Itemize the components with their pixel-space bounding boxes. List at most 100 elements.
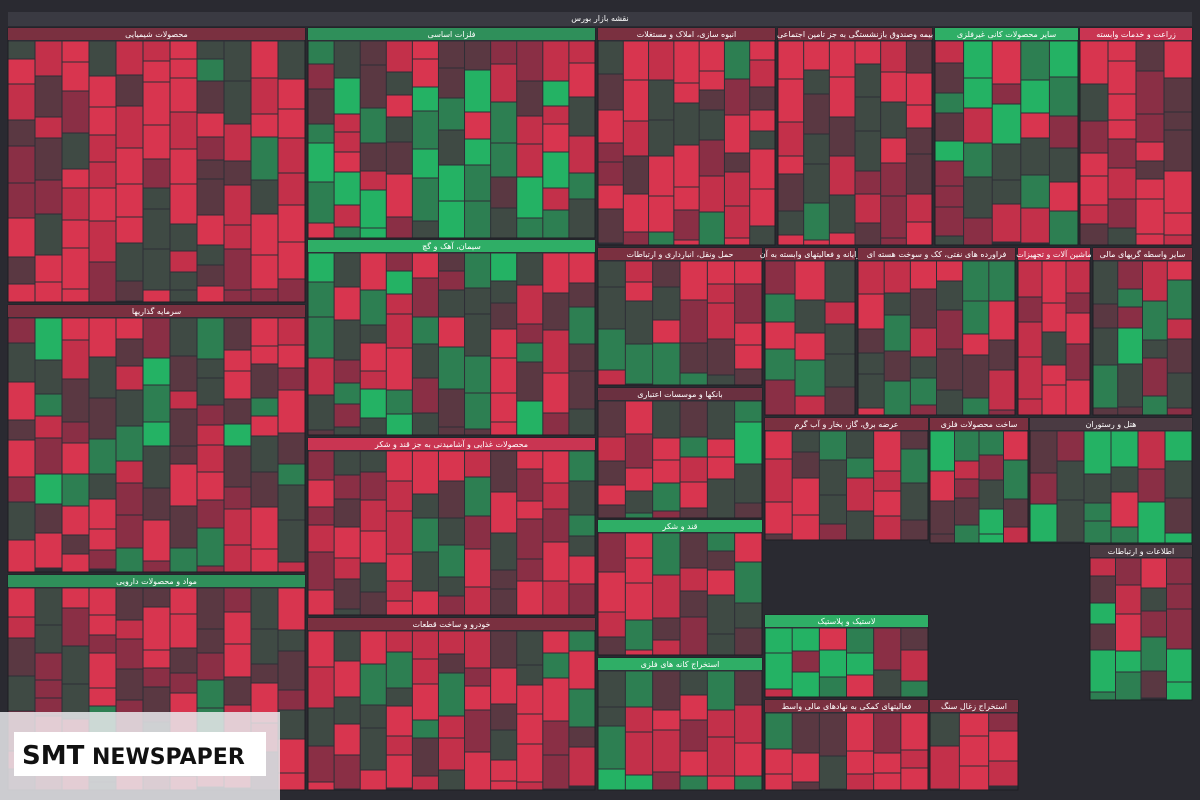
stock-tile	[735, 503, 762, 518]
stock-tile	[116, 515, 143, 548]
stock-tile	[278, 651, 305, 690]
sector-frame	[764, 699, 929, 791]
stock-tile	[1167, 558, 1192, 584]
stock-tile	[1030, 431, 1057, 473]
stock-tile	[625, 533, 653, 558]
stock-tile	[778, 174, 804, 211]
stock-tile	[979, 455, 1003, 480]
stock-tile	[412, 278, 438, 317]
stock-tile	[625, 650, 653, 655]
stock-tile	[197, 680, 224, 708]
stock-tile	[308, 552, 334, 590]
sector-name: استخراج زغال سنگ	[941, 701, 1007, 711]
stock-tile	[1049, 148, 1078, 182]
stock-tile	[653, 671, 680, 710]
stock-tile	[224, 161, 251, 185]
stock-tile	[906, 154, 932, 194]
stock-tile	[778, 235, 804, 245]
stock-tile	[170, 506, 197, 548]
stock-tile	[649, 120, 674, 156]
stock-tile	[1141, 637, 1166, 671]
stock-tile	[724, 206, 750, 238]
stock-tile	[8, 382, 35, 420]
stock-tile	[992, 144, 1021, 180]
stock-tile	[465, 686, 491, 710]
sector: زراعت و خدمات وابسته	[1079, 27, 1193, 246]
stock-tile	[598, 707, 625, 726]
stock-tile	[116, 148, 143, 184]
stock-tile	[170, 464, 197, 506]
stock-tile	[251, 78, 278, 114]
stock-tile	[62, 506, 89, 535]
sector: استخراج کانه های فلزی	[597, 657, 763, 791]
stock-tile	[750, 189, 775, 226]
stock-tile	[699, 71, 724, 90]
sector-header	[8, 28, 305, 40]
stock-tile	[1167, 339, 1192, 373]
stock-tile	[881, 196, 906, 238]
stock-tile	[735, 776, 762, 790]
stock-tile	[804, 240, 829, 245]
stock-tile	[386, 631, 412, 652]
stock-tile	[959, 766, 989, 790]
stock-tile	[598, 110, 623, 143]
sector-frame	[597, 247, 763, 386]
title-bar	[8, 12, 1192, 26]
stock-tile	[278, 279, 305, 302]
stock-tile	[35, 318, 62, 360]
stock-tile	[680, 437, 707, 457]
stock-tile	[735, 284, 762, 323]
stock-tile	[89, 221, 116, 262]
map-title: نقشه بازار بورس	[571, 14, 628, 23]
stock-tile	[1118, 261, 1142, 289]
stock-tile	[543, 124, 569, 152]
stock-tile	[598, 485, 625, 505]
stock-tile	[412, 111, 438, 149]
stock-tile	[1143, 358, 1167, 396]
stock-tile	[819, 756, 846, 789]
stock-tile	[623, 121, 649, 156]
stock-tile	[901, 650, 928, 681]
stock-tile	[1042, 385, 1066, 415]
stock-tile	[334, 451, 360, 475]
stock-tile	[649, 41, 674, 80]
sector-name: خودرو و ساخت قطعات	[412, 620, 490, 629]
stock-tile	[1136, 41, 1164, 71]
stock-tile	[543, 631, 569, 653]
stock-tile	[1164, 41, 1192, 78]
stock-tile	[829, 233, 855, 245]
stock-tile	[750, 110, 775, 131]
stock-tile	[438, 770, 465, 790]
stock-tile	[360, 664, 386, 705]
stock-tile	[847, 458, 874, 478]
stock-tile	[1167, 682, 1192, 700]
stock-tile	[1138, 431, 1165, 469]
stock-tile	[62, 379, 89, 422]
stock-tile	[386, 688, 412, 706]
sector-name: اطلاعات و ارتباطات	[1108, 547, 1175, 556]
stock-tile	[62, 133, 89, 169]
stock-tile	[1165, 431, 1192, 461]
stock-tile	[170, 224, 197, 251]
stock-tile	[964, 41, 992, 78]
stock-tile	[901, 449, 928, 483]
stock-tile	[251, 318, 278, 346]
stock-tile	[1136, 142, 1164, 161]
stock-tile	[308, 525, 334, 552]
stock-tile	[224, 225, 251, 249]
stock-tile	[1141, 671, 1166, 698]
stock-tile	[465, 165, 491, 201]
stock-tile	[1164, 171, 1192, 213]
stock-tile	[224, 487, 251, 509]
stock-tile	[1141, 588, 1166, 611]
stock-tile	[735, 323, 762, 345]
stock-tile	[251, 289, 278, 302]
stock-tile	[649, 196, 674, 232]
stock-tile	[543, 210, 569, 238]
stock-tile	[517, 559, 543, 581]
stock-tile	[412, 591, 438, 615]
stock-tile	[884, 351, 910, 381]
stock-tile	[517, 714, 543, 744]
stock-tile	[735, 261, 762, 284]
stock-tile	[1164, 78, 1192, 112]
